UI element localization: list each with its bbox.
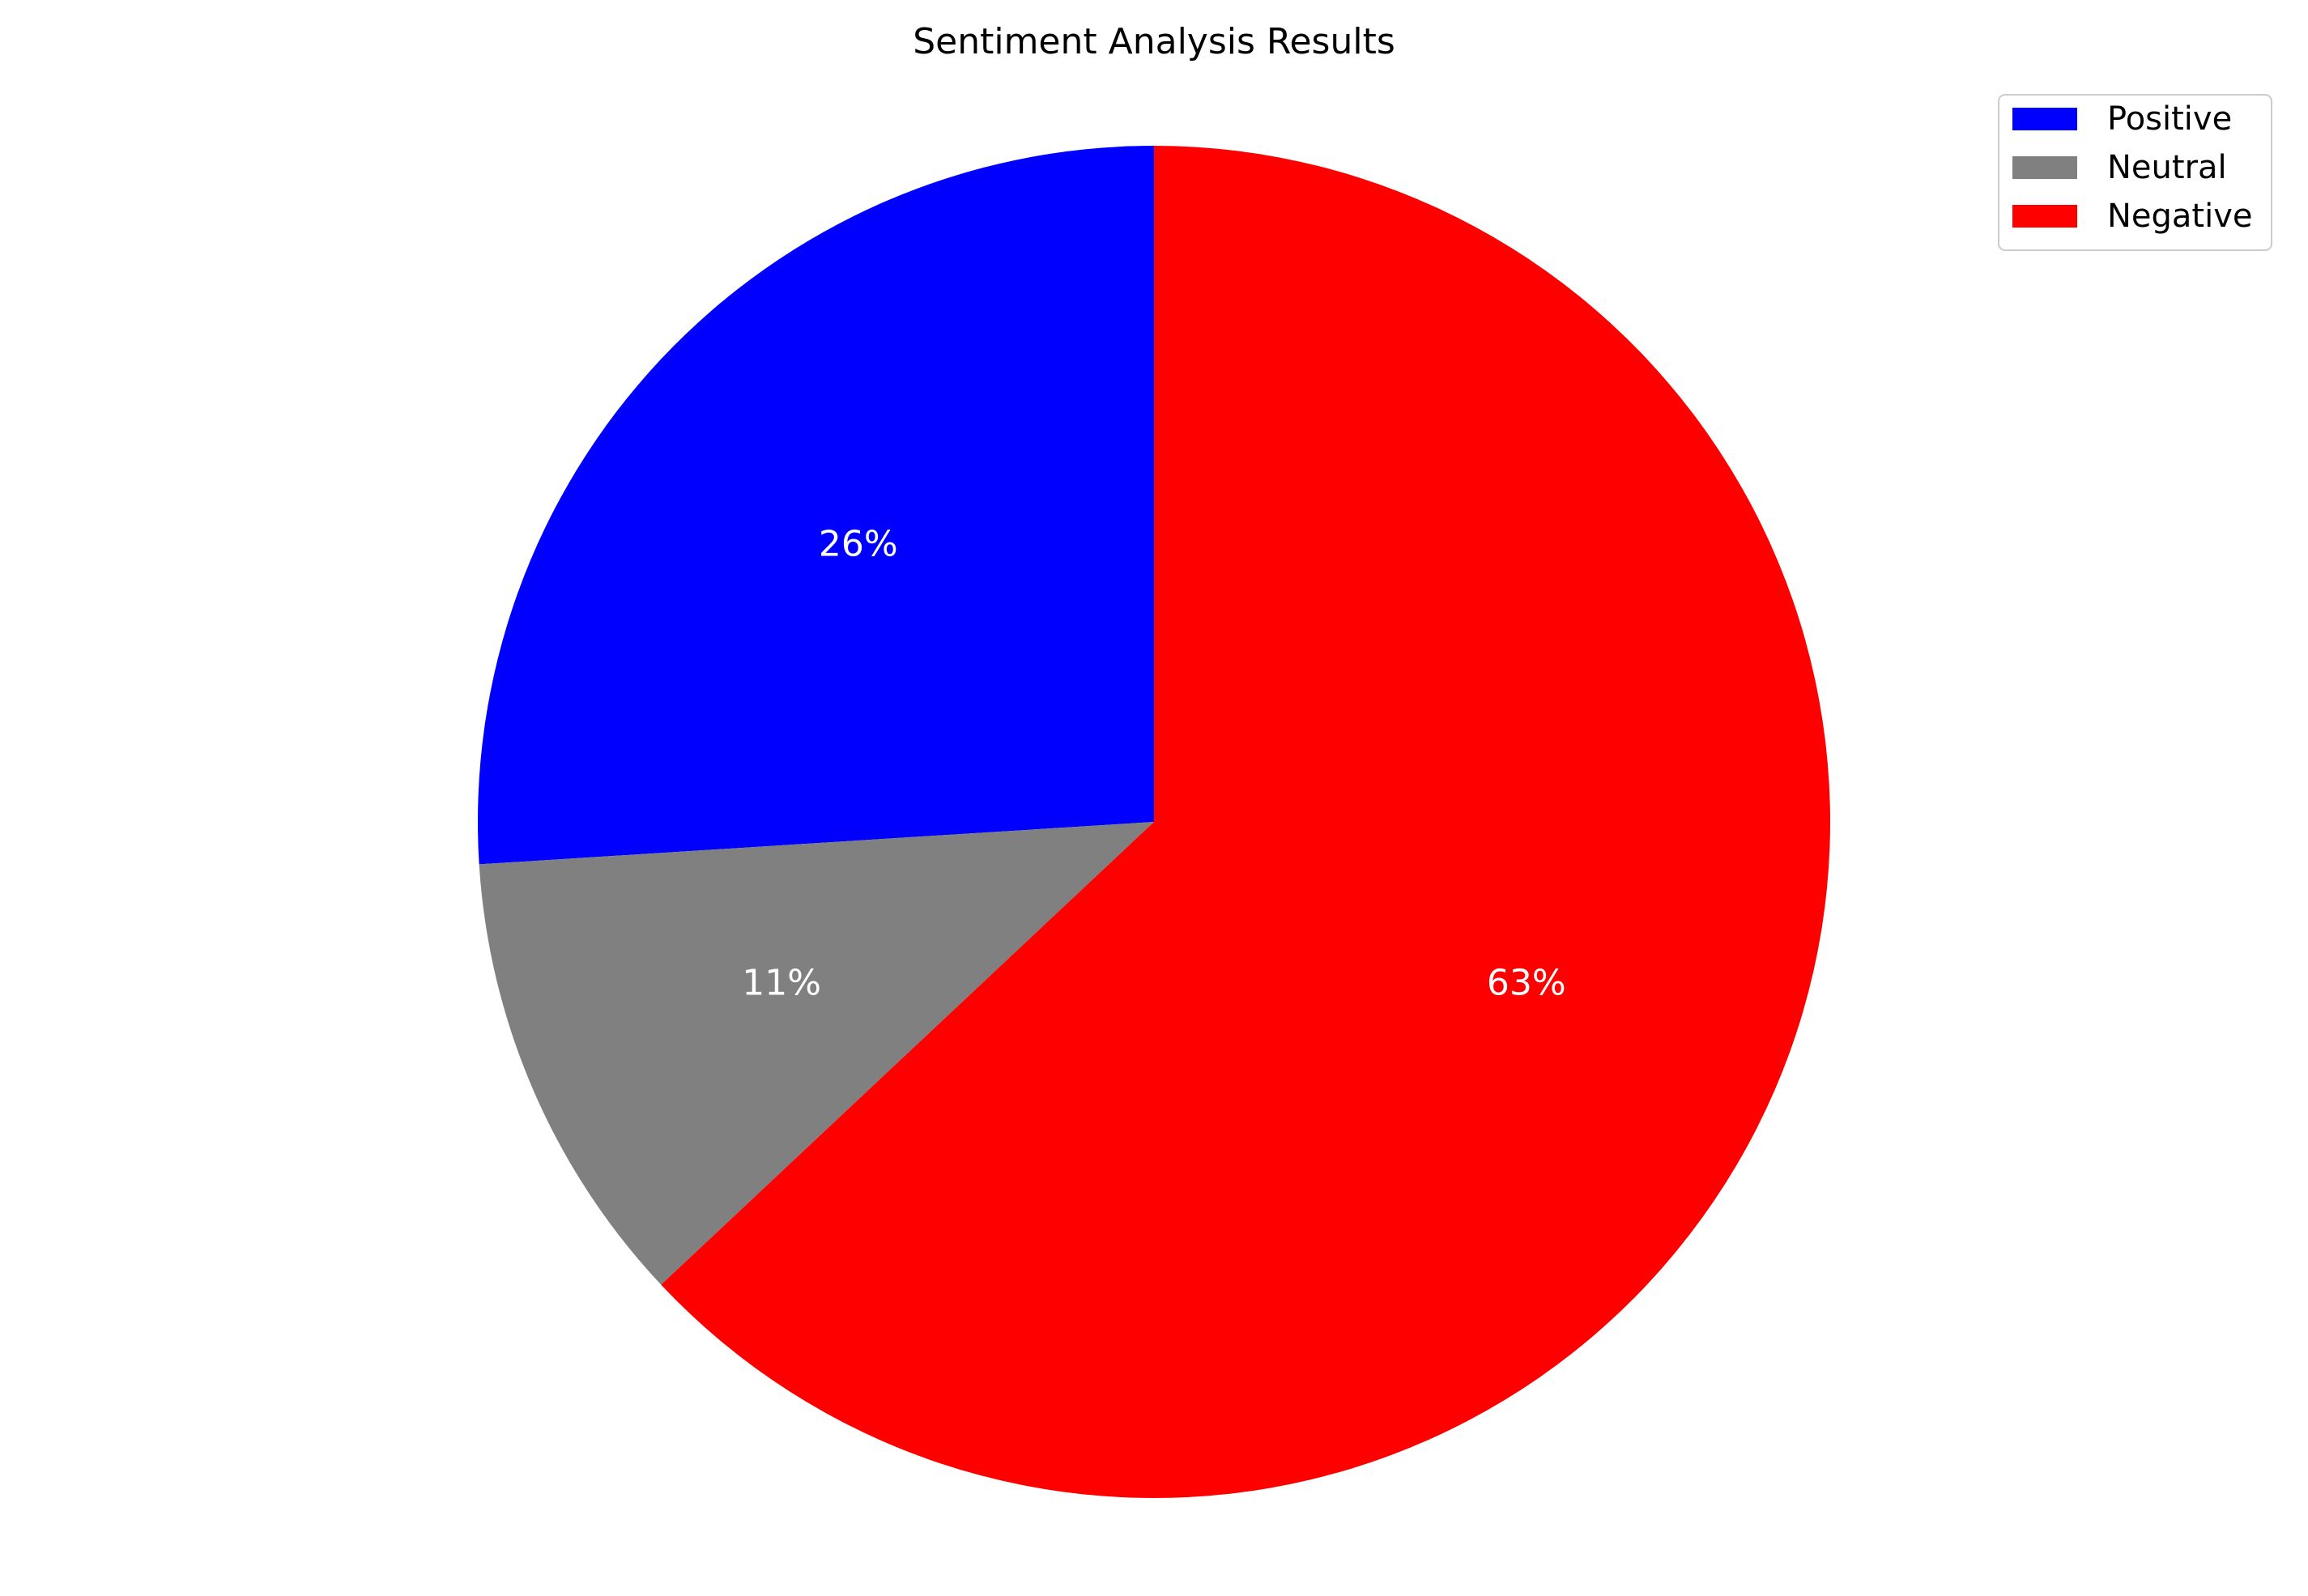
chart-title: Sentiment Analysis Results (913, 21, 1395, 62)
legend-swatch-positive (2012, 108, 2077, 130)
pie-value-label-neutral: 11% (742, 962, 821, 1003)
pie-slice-neutral (479, 822, 1154, 1285)
legend: Positive Neutral Negative (1998, 94, 2272, 251)
pie-value-label-positive: 26% (819, 524, 898, 565)
legend-entries: Positive Neutral Negative (2012, 100, 2253, 235)
legend-label-neutral: Neutral (2107, 149, 2227, 186)
pie-value-labels: 26% 11% 63% (742, 524, 1565, 1004)
pie-slice-positive (477, 146, 1154, 865)
pie-slice-negative (661, 146, 1830, 1498)
legend-swatch-negative (2012, 205, 2077, 228)
pie-slices (477, 146, 1830, 1498)
pie-value-label-negative: 63% (1487, 962, 1566, 1003)
legend-label-negative: Negative (2107, 198, 2253, 235)
legend-swatch-neutral (2012, 156, 2077, 179)
legend-label-positive: Positive (2107, 100, 2232, 138)
